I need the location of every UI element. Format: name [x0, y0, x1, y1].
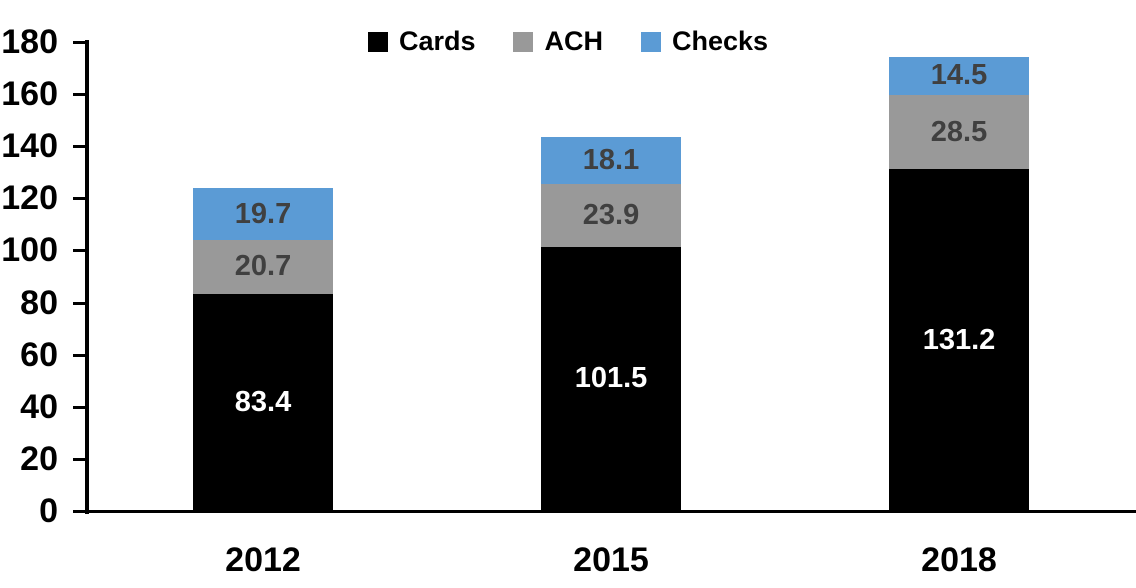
y-axis-line	[85, 40, 89, 514]
x-axis-line	[73, 510, 1136, 513]
bar-value-label: 14.5	[930, 59, 988, 92]
y-tick-label: 20	[20, 439, 58, 478]
legend-item-cards: Cards	[367, 26, 476, 57]
y-tick-mark	[73, 301, 86, 305]
bar-segment-checks-2018: 14.5	[889, 57, 1029, 95]
legend-item-checks: Checks	[640, 26, 769, 57]
y-tick-label: 60	[20, 335, 58, 374]
legend-item-ach: ACH	[513, 26, 603, 57]
legend-label: Cards	[398, 26, 476, 56]
bar-value-label: 101.5	[574, 362, 648, 395]
y-tick-mark	[73, 41, 86, 44]
y-tick-mark	[73, 249, 86, 253]
bar-segment-cards-2015: 101.5	[541, 246, 681, 511]
legend-marker-checks-icon	[640, 31, 661, 52]
y-tick-label: 180	[1, 23, 58, 61]
x-category-label: 2012	[225, 541, 301, 579]
legend-label: Checks	[671, 26, 769, 56]
y-tick-label: 40	[20, 387, 58, 426]
y-tick-mark	[73, 457, 86, 461]
bar-segment-cards-2012: 83.4	[193, 293, 333, 511]
chart-legend: Cards ACH Checks	[0, 26, 1136, 57]
y-tick-label: 100	[1, 231, 58, 270]
y-tick-mark	[73, 405, 86, 409]
y-tick-mark	[73, 145, 86, 149]
bar-segment-ach-2015: 23.9	[541, 184, 681, 247]
bar-segment-ach-2012: 20.7	[193, 239, 333, 294]
y-tick-label: 140	[1, 127, 58, 166]
y-tick-mark	[73, 197, 86, 201]
legend-marker-ach-icon	[513, 31, 534, 52]
x-category-label: 2015	[573, 541, 649, 579]
bar-value-label: 131.2	[922, 323, 996, 356]
bar-value-label: 28.5	[930, 115, 988, 148]
bar-value-label: 83.4	[234, 385, 292, 418]
legend-label: ACH	[544, 26, 603, 56]
bar-value-label: 18.1	[582, 144, 640, 177]
y-tick-label: 160	[1, 75, 58, 114]
y-tick-label: 120	[1, 179, 58, 218]
bar-value-label: 23.9	[582, 198, 640, 231]
bar-value-label: 20.7	[234, 250, 292, 283]
y-tick-label: 0	[39, 492, 58, 530]
y-tick-label: 80	[20, 283, 58, 322]
y-tick-mark	[73, 93, 86, 97]
bar-segment-checks-2012: 19.7	[193, 188, 333, 240]
y-tick-mark	[73, 353, 86, 357]
x-category-label: 2018	[921, 541, 997, 579]
bar-value-label: 19.7	[234, 197, 292, 230]
bar-segment-ach-2018: 28.5	[889, 94, 1029, 170]
bar-segment-checks-2015: 18.1	[541, 137, 681, 185]
legend-marker-cards-icon	[367, 31, 388, 52]
bar-segment-cards-2018: 131.2	[889, 169, 1029, 511]
